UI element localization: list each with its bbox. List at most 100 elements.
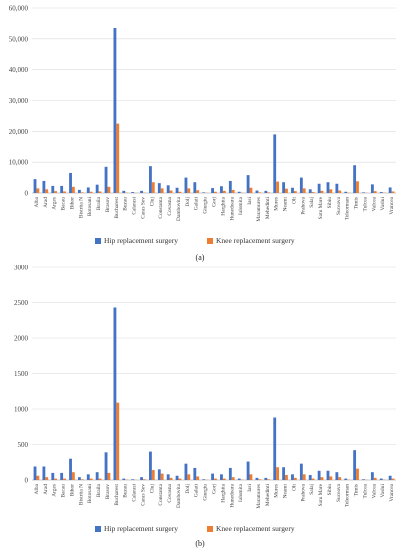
chart-a-svg: 0 10,000 20,000 30,000 40,000 50,000 60,000 Alb… xyxy=(9,5,396,262)
x-category-label: Brasov xyxy=(105,197,111,213)
x-category-label: Dambovita xyxy=(176,196,182,221)
y-tick-label: 20,000 xyxy=(9,128,29,136)
x-category-label: Bistrita N xyxy=(78,484,84,505)
x-category-label: Olt xyxy=(291,483,297,490)
hip-bar-0-7 xyxy=(95,184,99,193)
hip-bar-1-38 xyxy=(370,472,374,480)
hip-bar-1-27 xyxy=(273,417,277,480)
y-tick-label: 50,000 xyxy=(9,35,29,43)
x-category-label: Valcea xyxy=(371,483,377,498)
x-category-label: Mehedinti xyxy=(265,197,271,220)
hip-bar-0-3 xyxy=(60,185,64,193)
x-category-label: Sibiu xyxy=(327,197,333,209)
hip-bar-1-17 xyxy=(184,463,188,480)
x-category-label: Bihor xyxy=(69,197,75,209)
knee-bar-1-22 xyxy=(231,477,235,480)
x-category-label: Braila xyxy=(96,196,102,210)
knee-bar-0-40 xyxy=(391,191,395,193)
knee-bar-0-36 xyxy=(356,181,359,193)
knee-bar-1-30 xyxy=(302,474,306,480)
hip-bar-0-11 xyxy=(131,192,135,193)
hip-bar-0-33 xyxy=(326,182,330,193)
knee-bar-1-7 xyxy=(98,478,102,480)
hip-bar-0-9 xyxy=(113,28,117,193)
hip-bar-0-22 xyxy=(228,180,232,193)
legend-label: Knee replacement surgery xyxy=(216,236,295,245)
hip-bar-1-22 xyxy=(228,467,232,480)
x-category-label: Cluj xyxy=(149,484,155,494)
x-category-label: Neamt xyxy=(283,484,289,499)
hip-bar-1-6 xyxy=(86,474,90,480)
x-category-label: Arges xyxy=(52,484,58,497)
hip-bar-0-15 xyxy=(166,185,170,193)
y-tick-label: 0 xyxy=(25,477,29,485)
legend-label: Hip replacement surgery xyxy=(104,236,178,245)
knee-bar-1-16 xyxy=(178,478,182,480)
hip-bar-1-29 xyxy=(291,474,294,480)
knee-bar-0-32 xyxy=(320,190,324,193)
x-category-label: Arges xyxy=(52,197,58,210)
hip-bar-0-28 xyxy=(282,182,286,193)
hip-bar-1-8 xyxy=(104,452,108,480)
hip-bar-0-34 xyxy=(335,183,339,193)
knee-bar-0-3 xyxy=(63,191,66,193)
knee-bar-0-30 xyxy=(302,188,306,193)
x-category-label: Arad xyxy=(43,197,49,208)
x-category-label: Iasi xyxy=(247,484,253,492)
x-category-label: Bacau xyxy=(61,197,67,211)
x-category-label: Mures xyxy=(274,197,280,211)
hip-bar-0-35 xyxy=(344,191,348,193)
hip-bar-1-7 xyxy=(95,472,99,480)
chart-panel-a: 0 10,000 20,000 30,000 40,000 50,000 60,000 Alb… xyxy=(0,0,400,265)
hip-bar-1-26 xyxy=(264,477,268,480)
knee-bar-0-27 xyxy=(276,181,279,193)
x-category-label: Teleorman xyxy=(345,484,351,507)
knee-bar-1-34 xyxy=(338,477,342,480)
x-category-label: Sibiu xyxy=(327,484,333,496)
knee-bar-1-40 xyxy=(391,478,395,480)
y-tick-label: 500 xyxy=(18,441,29,449)
knee-bar-1-29 xyxy=(293,477,297,480)
x-category-label: Alba xyxy=(34,483,40,494)
x-category-label: Timis xyxy=(354,484,360,496)
x-category-label: Salaj xyxy=(309,484,315,495)
x-category-label: Alba xyxy=(34,196,40,207)
x-category-label: Maramures xyxy=(256,197,262,222)
hip-bar-1-11 xyxy=(131,479,135,480)
y-tick-label: 40,000 xyxy=(9,66,29,74)
hip-bar-1-23 xyxy=(237,478,241,480)
x-category-label: Dolj xyxy=(185,484,191,494)
x-category-label: Vaslui xyxy=(380,197,386,211)
hip-bar-1-16 xyxy=(175,475,179,480)
legend-swatch xyxy=(207,238,213,244)
x-category-label: Ialomita xyxy=(238,196,244,215)
hip-bar-1-4 xyxy=(69,458,72,480)
x-category-label: Valcea xyxy=(371,196,377,211)
hip-bar-1-15 xyxy=(166,474,170,480)
x-category-label: Galati xyxy=(194,196,200,210)
hip-bar-0-27 xyxy=(273,134,277,193)
hip-bar-0-18 xyxy=(193,182,197,193)
hip-bar-0-8 xyxy=(104,166,108,193)
knee-bar-0-22 xyxy=(231,189,235,193)
x-category-label: Iasi xyxy=(247,197,253,205)
x-category-label: Botosani xyxy=(87,484,93,504)
knee-bar-1-8 xyxy=(107,472,111,480)
knee-bar-0-2 xyxy=(54,191,58,193)
hip-bar-0-30 xyxy=(299,177,303,193)
knee-bar-1-27 xyxy=(276,467,279,480)
knee-bar-1-28 xyxy=(285,475,288,480)
hip-bar-1-21 xyxy=(220,474,223,480)
x-category-label: Salaj xyxy=(309,197,315,208)
y-tick-label: 0 xyxy=(25,190,29,198)
knee-bar-1-33 xyxy=(329,476,333,480)
y-tick-label: 3000 xyxy=(14,265,29,272)
x-category-label: Bucharest xyxy=(114,484,120,506)
x-category-label: Vrancea xyxy=(389,196,395,214)
chart-b-svg: 0 500 1000 1500 2000 2500 3000 Alba Arad Arges Bac… xyxy=(14,265,396,548)
hip-bar-0-23 xyxy=(237,191,241,193)
x-category-label: Satu Mare xyxy=(318,196,324,219)
y-tick-label: 2000 xyxy=(14,335,29,343)
hip-bar-0-4 xyxy=(69,172,72,193)
knee-bar-0-25 xyxy=(258,192,262,193)
